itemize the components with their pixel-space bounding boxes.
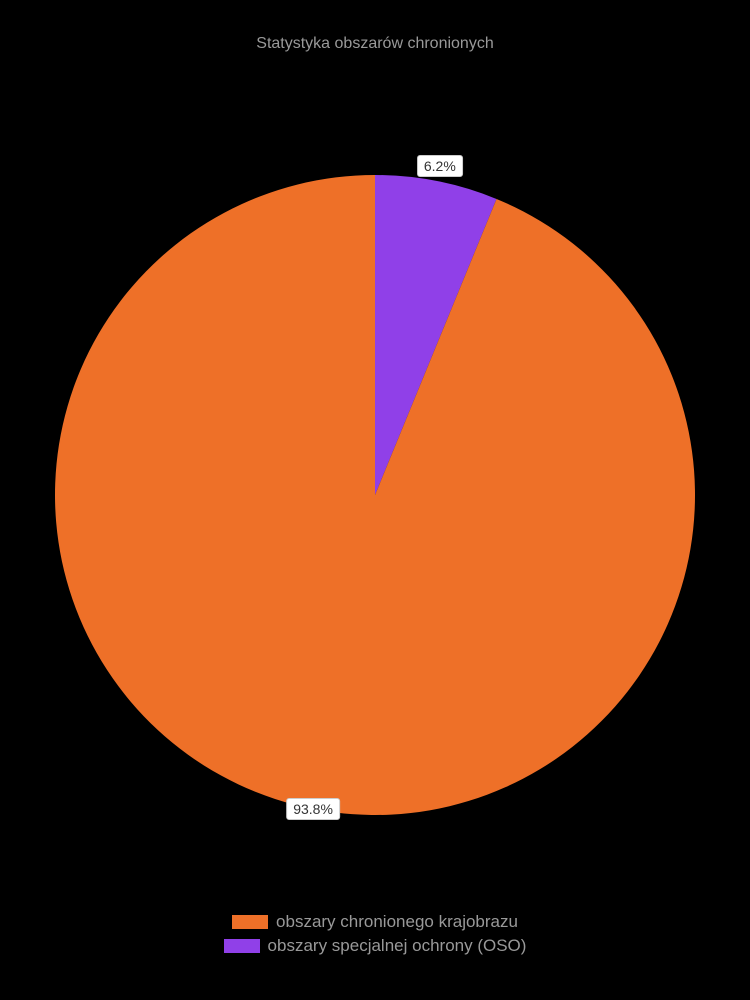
legend-item: obszary specjalnej ochrony (OSO) [0, 936, 750, 956]
pie-svg [0, 100, 750, 850]
legend: obszary chronionego krajobrazu obszary sp… [0, 908, 750, 960]
chart-title: Statystyka obszarów chronionych [0, 0, 750, 53]
legend-label: obszary specjalnej ochrony (OSO) [268, 936, 527, 956]
pie-chart: 6.2% 93.8% [0, 100, 750, 850]
slice-label: 6.2% [417, 155, 463, 177]
legend-swatch [232, 915, 268, 929]
legend-label: obszary chronionego krajobrazu [276, 912, 518, 932]
legend-swatch [224, 939, 260, 953]
legend-item: obszary chronionego krajobrazu [0, 912, 750, 932]
slice-label: 93.8% [286, 798, 340, 820]
